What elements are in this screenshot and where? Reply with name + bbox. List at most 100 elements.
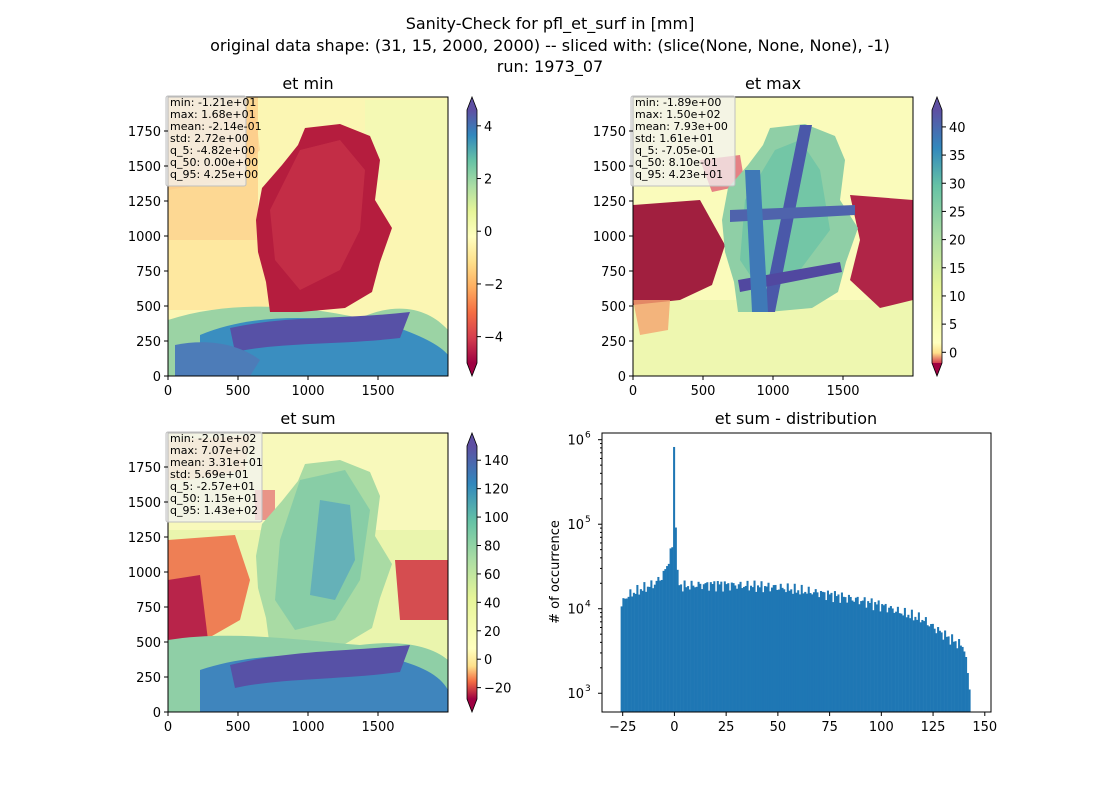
y-tick-label: 250 [601,335,626,350]
stat-line: q_5: -7.05e-01 [635,144,715,157]
histogram-bar [784,592,788,712]
histogram-bar [847,594,850,712]
stat-line: max: 7.07e+02 [170,444,256,457]
y-tick-label: 10 [567,603,584,618]
y-tick-label: 0 [153,370,161,385]
colorbar-tick-label: 25 [949,205,966,220]
histogram-bar [888,607,891,712]
x-axis: 0 500 1000 1500 [164,376,395,399]
histogram-bar [870,598,873,712]
y-tick-label: 750 [601,265,626,280]
histogram-bar [868,602,871,712]
histogram-bar [645,591,648,712]
y-tick-label: 10 [567,434,584,449]
histogram-bar [704,583,707,712]
histogram-bar [931,623,934,712]
histogram-bar [664,569,667,712]
histogram-bar [942,639,945,712]
x-tick-label: 1000 [756,384,789,399]
y-tick-label: 1250 [128,531,161,546]
histogram-bar [671,547,674,712]
histogram-bar [762,592,765,712]
histogram-bar [798,594,802,712]
histogram-bar [692,585,695,712]
histogram-bar [825,600,828,712]
histogram-bar [701,589,704,712]
histogram-bar [821,591,824,712]
histogram-bar [683,580,686,712]
y-tick-label: 0 [618,370,626,385]
histogram-bar [891,608,894,712]
histogram-bar [687,586,690,712]
histogram-bar [865,607,868,712]
map-panel-et-min: et min min: -1.21e+01 max: 1.68e+01 mean… [128,74,503,399]
colorbar-extend-bottom [932,363,942,376]
histogram-bar [774,584,777,712]
colorbar-tick-label: 35 [949,149,966,164]
histogram-bar [907,614,910,712]
histogram-bar [833,591,836,712]
y-tick-exponent: 4 [585,600,591,610]
x-axis: 0 500 1000 1500 [629,376,860,399]
colorbar-tick-label: 40 [484,596,501,611]
x-tick-label: 1000 [291,384,324,399]
y-tick-label: 500 [136,636,161,651]
y-tick-label: 250 [136,335,161,350]
map-title: et min [282,74,333,93]
histogram-bar [629,589,632,712]
x-tick-label: 100 [869,720,894,735]
histogram-bar [750,585,753,712]
x-tick-label: 1500 [361,384,394,399]
histogram-bar [795,592,798,712]
histogram-bar [690,580,693,712]
histogram-bar [797,590,800,712]
stats-box: min: -1.89e+00 max: 1.50e+02 mean: 7.93e… [630,95,736,187]
histogram-bar [952,641,955,712]
histogram-bar [748,590,751,712]
histogram-bar [947,636,950,712]
histogram-bar [711,583,714,712]
histogram-bar [966,673,969,712]
histogram-bar [791,593,795,712]
histogram-bar [867,601,870,712]
stat-line: mean: 3.31e+01 [170,456,263,469]
histogram-bar [767,582,770,712]
histogram-bar [875,604,878,712]
stat-line: q_95: 4.23e+01 [635,168,723,181]
histogram-bar [954,641,957,712]
colorbar-tick-label: 15 [949,262,966,277]
histogram-bar [676,569,679,712]
histogram-bar [933,628,936,712]
histogram-bar [902,615,905,712]
histogram-bar [746,580,749,712]
histogram-bar [734,585,737,712]
histogram-bar [643,582,646,712]
histogram-bar [882,605,885,712]
histogram-bar [854,597,857,712]
histogram-bar [823,592,826,712]
histogram-bar [924,617,927,712]
histogram-bar [666,566,669,712]
histogram-bar [655,580,658,712]
stat-line: min: -2.01e+02 [170,432,256,445]
map-title: et sum [280,409,335,428]
map-panel-et-max: et max min: -1.89e+00 max: 1.50e+02 mean… [593,74,966,399]
x-tick-label: 0 [670,720,678,735]
histogram-bar [662,570,665,712]
colorbar-tick-label: 0 [484,653,492,668]
histogram-bar [910,609,913,712]
histogram-bar [777,589,781,712]
map-image [168,433,448,712]
histogram-bar [790,589,793,712]
colorbar-tick-label: −4 [484,331,503,346]
histogram-bar [694,587,697,712]
histogram-bar [963,651,966,712]
histogram-bar [622,598,625,712]
histogram-bar [835,596,838,712]
x-axis: 0 500 1000 1500 [164,712,395,735]
y-tick-label: 1250 [128,195,161,210]
histogram-bar [819,590,822,712]
histogram-bar [722,591,725,712]
histogram-bar [756,585,760,712]
y-tick-exponent: 3 [585,684,591,694]
